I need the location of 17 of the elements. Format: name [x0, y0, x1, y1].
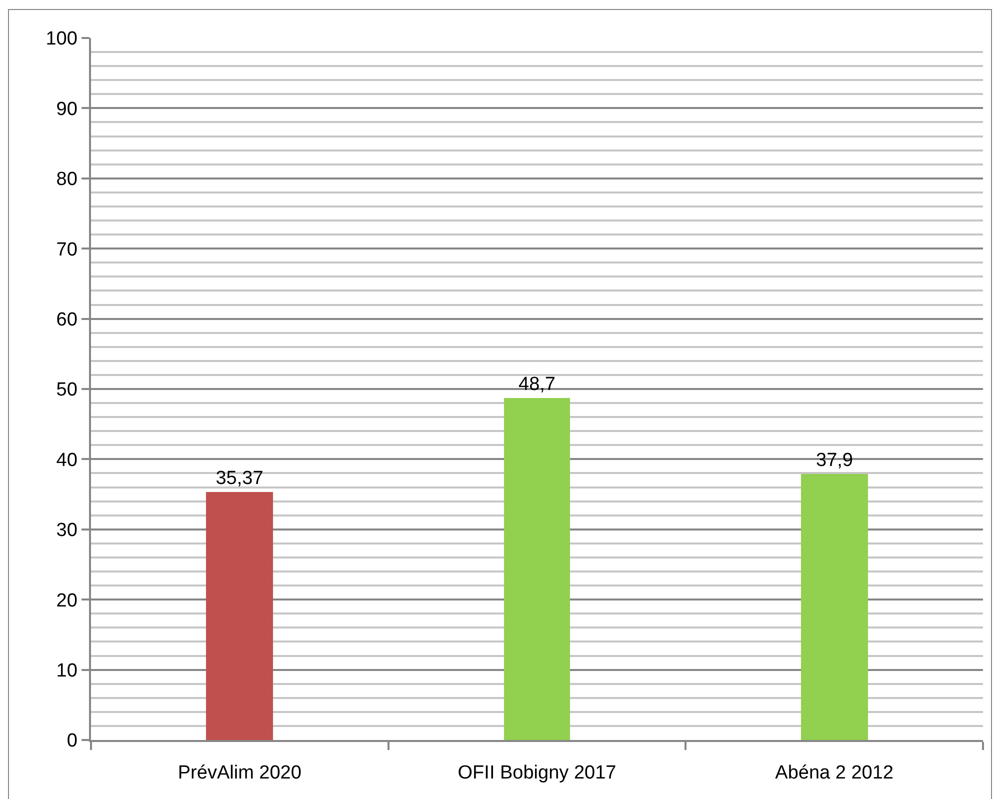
x-tick-label: PrévAlim 2020: [178, 762, 302, 784]
y-tick-label: 0: [66, 730, 78, 752]
y-tick-label: 70: [56, 239, 78, 260]
data-label: 35,37: [216, 468, 264, 489]
y-tick-label: 20: [56, 590, 78, 612]
data-label: 48,7: [518, 374, 556, 395]
y-tick-label: 40: [56, 450, 78, 471]
y-tick-label: 10: [56, 660, 78, 682]
y-tick-label: 80: [56, 169, 78, 190]
x-tick-label: Abéna 2 2012: [775, 762, 894, 784]
y-tick-label: 60: [56, 309, 78, 330]
x-tick-label: OFII Bobigny 2017: [458, 762, 616, 784]
y-tick-label: 100: [46, 28, 78, 50]
y-tick-label: 30: [56, 520, 78, 542]
y-tick-label: 50: [56, 380, 78, 401]
data-label: 37,9: [816, 450, 853, 471]
y-tick-label: 90: [56, 98, 78, 120]
